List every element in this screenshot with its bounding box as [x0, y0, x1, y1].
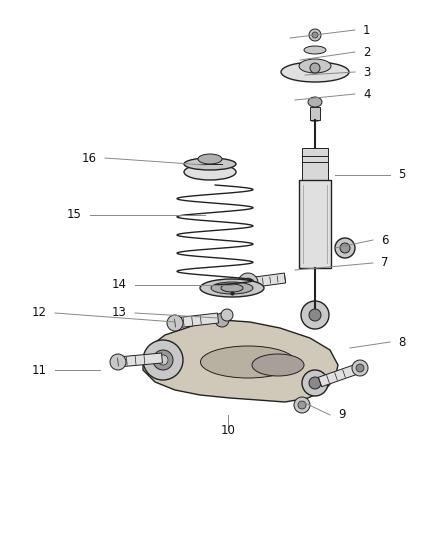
Ellipse shape	[281, 62, 349, 82]
Ellipse shape	[200, 279, 264, 297]
Text: 14: 14	[112, 279, 127, 292]
Polygon shape	[117, 353, 162, 367]
Polygon shape	[302, 148, 328, 180]
Ellipse shape	[184, 158, 236, 170]
Text: 13: 13	[112, 306, 127, 319]
Text: 9: 9	[338, 408, 346, 422]
Polygon shape	[143, 320, 338, 402]
Circle shape	[309, 29, 321, 41]
Ellipse shape	[201, 346, 296, 378]
Circle shape	[309, 377, 321, 389]
Circle shape	[294, 397, 310, 413]
Text: 4: 4	[363, 87, 371, 101]
Circle shape	[298, 401, 306, 409]
Polygon shape	[318, 364, 362, 387]
Polygon shape	[174, 313, 219, 328]
Text: 10: 10	[221, 424, 236, 437]
Text: 6: 6	[381, 233, 389, 246]
Circle shape	[158, 355, 168, 365]
Circle shape	[309, 309, 321, 321]
Text: 3: 3	[363, 66, 371, 78]
Circle shape	[301, 301, 329, 329]
Ellipse shape	[221, 284, 243, 292]
Polygon shape	[310, 107, 320, 120]
Text: 12: 12	[32, 306, 47, 319]
Circle shape	[243, 278, 253, 288]
Circle shape	[302, 370, 328, 396]
Circle shape	[238, 273, 258, 293]
Ellipse shape	[308, 97, 322, 107]
Ellipse shape	[184, 164, 236, 180]
Ellipse shape	[198, 154, 222, 164]
Ellipse shape	[252, 354, 304, 376]
Text: 11: 11	[32, 364, 47, 376]
Circle shape	[167, 315, 183, 331]
Text: 5: 5	[398, 168, 406, 182]
Text: 15: 15	[67, 208, 82, 222]
FancyBboxPatch shape	[311, 111, 319, 121]
Ellipse shape	[211, 282, 253, 294]
Circle shape	[215, 313, 229, 327]
Circle shape	[340, 243, 350, 253]
Circle shape	[153, 350, 173, 370]
Circle shape	[312, 32, 318, 38]
Circle shape	[110, 354, 126, 370]
Circle shape	[221, 309, 233, 321]
Text: 2: 2	[363, 45, 371, 59]
Text: 7: 7	[381, 256, 389, 270]
Polygon shape	[247, 273, 286, 288]
Text: 16: 16	[82, 151, 97, 165]
Ellipse shape	[304, 46, 326, 54]
Circle shape	[310, 63, 320, 73]
Ellipse shape	[299, 59, 331, 73]
Circle shape	[352, 360, 368, 376]
Text: 1: 1	[363, 23, 371, 36]
Circle shape	[143, 340, 183, 380]
Polygon shape	[299, 180, 331, 268]
Text: 8: 8	[398, 335, 406, 349]
Circle shape	[335, 238, 355, 258]
Circle shape	[356, 364, 364, 372]
